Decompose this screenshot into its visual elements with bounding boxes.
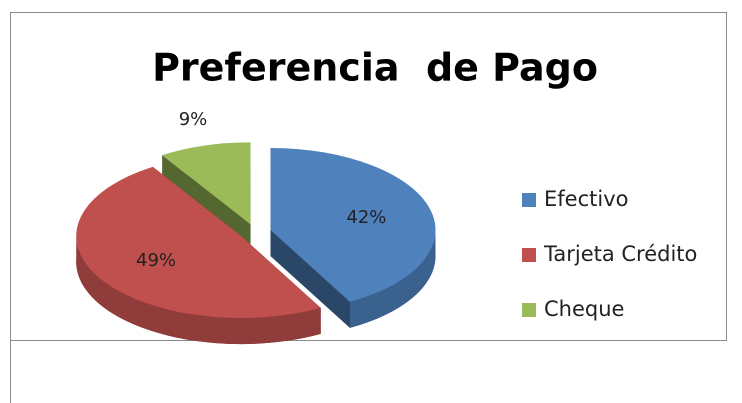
data-label: 49% [136, 250, 176, 271]
legend: Efectivo Tarjeta Crédito Cheque [522, 187, 697, 321]
legend-swatch [522, 303, 536, 317]
legend-label: Cheque [544, 297, 624, 321]
pie: 9% 42% 49% [76, 109, 436, 345]
data-label: 42% [346, 207, 386, 228]
legend-swatch [522, 193, 536, 207]
slice-side [270, 230, 350, 328]
legend-swatch [522, 248, 536, 262]
slice [162, 142, 251, 225]
slice [270, 148, 436, 302]
data-label: 9% [179, 109, 208, 130]
chart-title: Preferencia de Pago [152, 46, 598, 90]
slice-wall [349, 230, 436, 328]
slice [76, 166, 321, 319]
legend-label: Efectivo [544, 187, 628, 211]
legend-label: Tarjeta Crédito [543, 242, 697, 266]
slice-wall [76, 236, 321, 345]
